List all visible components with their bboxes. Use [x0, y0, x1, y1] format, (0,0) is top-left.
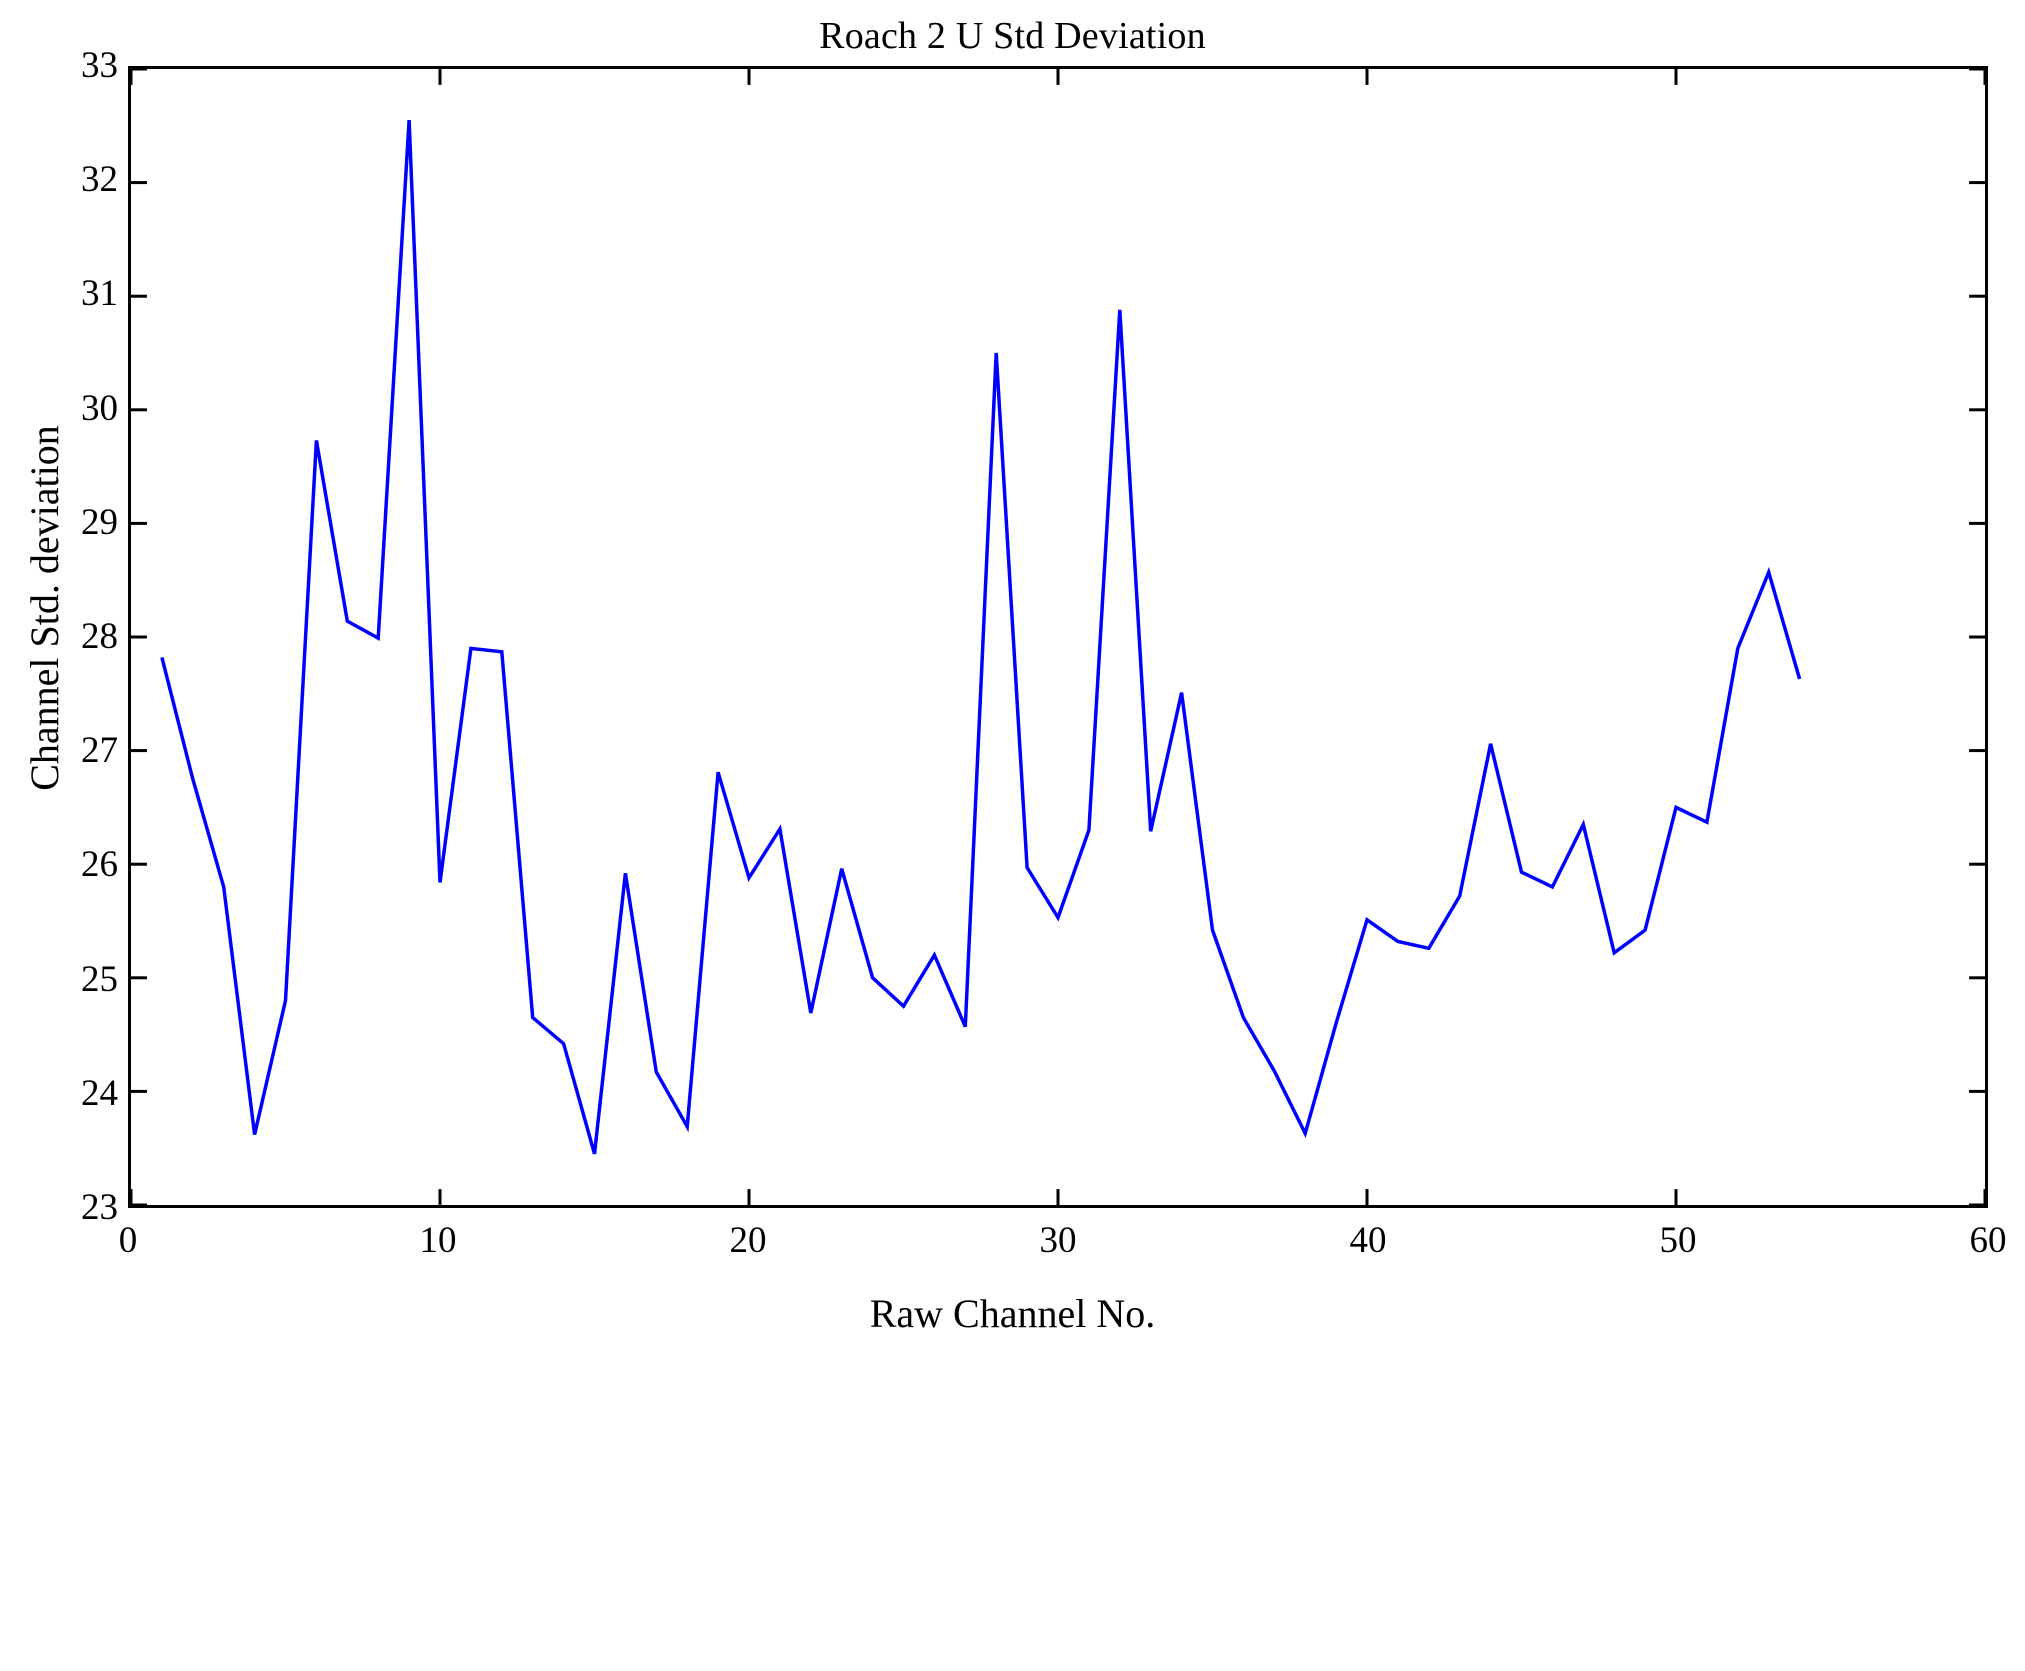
y-tick-label: 24 [81, 1072, 118, 1114]
y-tick-label: 28 [81, 616, 118, 657]
plot-area [128, 66, 1988, 1208]
data-line-svg [131, 69, 1985, 1205]
x-tick-label: 50 [1659, 1220, 1697, 1261]
y-tick-label: 26 [81, 844, 118, 886]
y-tick-label: 33 [81, 45, 118, 86]
y-axis-tick-labels: 23 24 25 26 27 28 29 30 31 32 33 [10, 0, 118, 1671]
x-tick-label: 0 [118, 1220, 138, 1261]
y-tick-label: 23 [81, 1187, 118, 1228]
x-tick-label: 60 [1969, 1220, 2007, 1261]
y-tick-label: 32 [81, 159, 118, 201]
y-tick-label: 31 [81, 273, 118, 315]
y-tick-label: 25 [81, 958, 118, 1000]
x-tick-label: 10 [419, 1220, 457, 1261]
y-tick-label: 27 [81, 730, 118, 772]
x-axis-title: Raw Channel No. [869, 1291, 1156, 1336]
y-axis-title: Channel Std. deviation [22, 425, 67, 791]
x-tick-label: 30 [1039, 1220, 1077, 1261]
x-tick-label: 20 [729, 1220, 767, 1261]
y-tick-label: 30 [81, 387, 118, 429]
x-axis-tick-labels: 0 10 20 30 40 50 60 [0, 1222, 2025, 1274]
y-axis-title-wrapper: Channel Std. deviation [17, 208, 73, 1008]
page-title: Roach 2 U Std Deviation [819, 15, 1206, 57]
axis-tick-marks [131, 69, 1985, 1205]
y-tick-label: 29 [81, 501, 118, 543]
data-series-line [160, 120, 1802, 1155]
x-tick-label: 40 [1349, 1220, 1387, 1261]
